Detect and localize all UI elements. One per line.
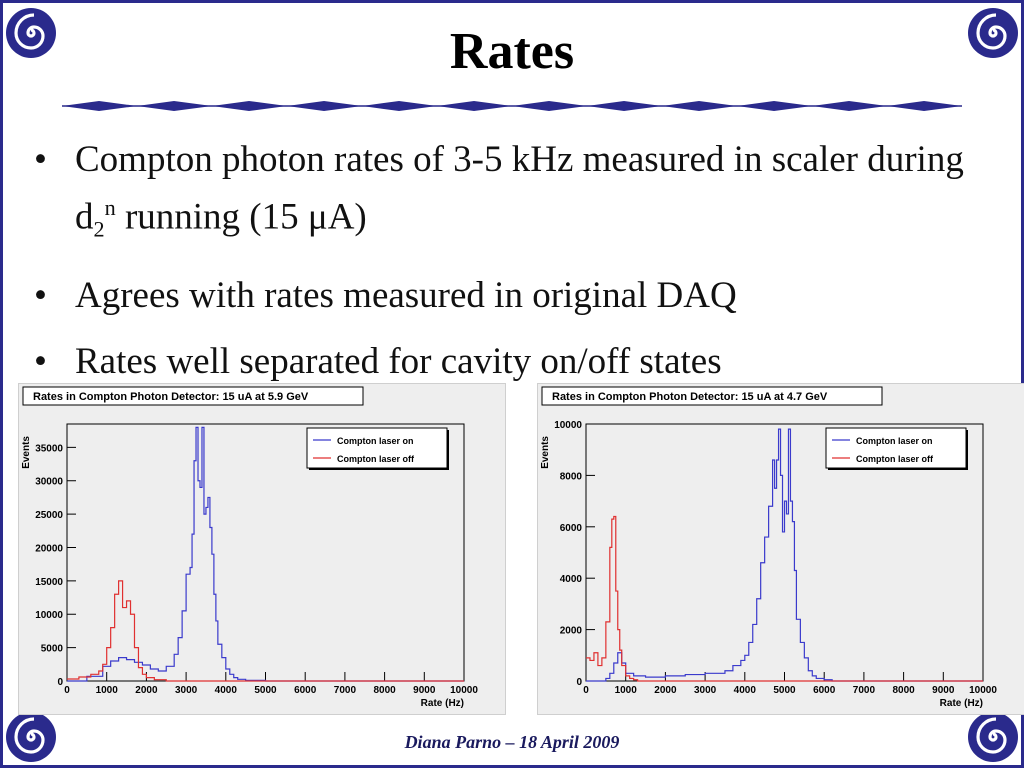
histogram-panel-left: Rates in Compton Photon Detector: 15 uA … (18, 383, 506, 715)
x-tick-label: 4000 (734, 685, 757, 696)
x-tick-label: 7000 (853, 685, 876, 696)
bullet-text: Agrees with rates measured in original D… (75, 274, 737, 316)
series-line-laser-off (67, 580, 464, 682)
x-tick-label: 2000 (135, 685, 158, 696)
x-tick-label: 5000 (254, 685, 277, 696)
x-tick-label: 8000 (373, 685, 396, 696)
y-tick-label: 8000 (560, 471, 583, 482)
y-tick-label: 25000 (35, 510, 63, 521)
x-tick-label: 1000 (96, 685, 119, 696)
bullet-text: running (15 μA) (115, 196, 367, 238)
x-tick-label: 6000 (294, 685, 317, 696)
decorative-divider (62, 101, 962, 111)
bullet-item: • Rates well separated for cavity on/off… (30, 338, 1000, 386)
subscript: 2 (93, 216, 105, 242)
chart-title: Rates in Compton Photon Detector: 15 uA … (552, 391, 828, 403)
legend-box (306, 427, 448, 469)
x-tick-label: 10000 (450, 685, 478, 696)
y-tick-label: 0 (576, 677, 582, 688)
bullet-item: • Compton photon rates of 3-5 kHz measur… (30, 136, 1000, 254)
x-tick-label: 3000 (694, 685, 717, 696)
x-tick-label: 1000 (615, 685, 638, 696)
y-tick-label: 35000 (35, 443, 63, 454)
series-line-laser-on (67, 426, 464, 682)
chart-title-box (22, 386, 364, 406)
slide-footer: Diana Parno – 18 April 2009 (404, 732, 620, 752)
bullet-item: • Agrees with rates measured in original… (30, 272, 1000, 320)
bullet-marker: • (34, 139, 47, 180)
x-tick-label: 0 (64, 685, 70, 696)
histogram-chart: Rates in Compton Photon Detector: 15 uA … (540, 386, 997, 709)
histogram-panel-right: Rates in Compton Photon Detector: 15 uA … (537, 383, 1024, 715)
x-axis-label: Rate (Hz) (940, 698, 983, 709)
x-tick-label: 8000 (892, 685, 915, 696)
histogram-chart: Rates in Compton Photon Detector: 15 uA … (21, 386, 478, 709)
x-tick-label: 10000 (969, 685, 997, 696)
spiral-icon (6, 8, 56, 58)
x-tick-label: 5000 (773, 685, 796, 696)
x-tick-label: 9000 (932, 685, 955, 696)
legend-box (825, 427, 967, 469)
y-tick-label: 10000 (35, 610, 63, 621)
series-line-laser-on (586, 428, 983, 682)
legend-label: Compton laser off (337, 454, 415, 464)
y-tick-label: 20000 (35, 543, 63, 554)
x-tick-label: 3000 (175, 685, 198, 696)
x-tick-label: 0 (583, 685, 589, 696)
legend-label: Compton laser off (856, 454, 934, 464)
x-tick-label: 9000 (413, 685, 436, 696)
x-tick-label: 4000 (215, 685, 238, 696)
y-tick-label: 0 (57, 677, 63, 688)
x-tick-label: 2000 (654, 685, 677, 696)
legend-label: Compton laser on (856, 436, 933, 446)
y-axis-label: Events (540, 436, 551, 469)
x-tick-label: 6000 (813, 685, 836, 696)
spiral-icon (968, 8, 1018, 58)
legend-label: Compton laser on (337, 436, 414, 446)
chart-title: Rates in Compton Photon Detector: 15 uA … (33, 391, 309, 403)
series-line-laser-off (586, 515, 983, 682)
bullet-text: Compton photon rates of 3-5 kHz measured… (75, 139, 964, 238)
y-tick-label: 30000 (35, 477, 63, 488)
spiral-icon (6, 712, 56, 762)
y-tick-label: 4000 (560, 574, 583, 585)
y-axis-label: Events (21, 436, 32, 469)
bullet-marker: • (34, 274, 47, 316)
superscript: n (104, 195, 116, 220)
y-tick-label: 10000 (554, 420, 582, 431)
x-tick-label: 7000 (334, 685, 357, 696)
chart-title-box (541, 386, 883, 406)
y-tick-label: 2000 (560, 626, 583, 637)
bullet-marker: • (34, 340, 47, 382)
spiral-icon (968, 712, 1018, 762)
y-tick-label: 6000 (560, 523, 583, 534)
slide-title: Rates (449, 23, 575, 80)
x-axis-label: Rate (Hz) (421, 698, 464, 709)
y-tick-label: 15000 (35, 577, 63, 588)
y-tick-label: 5000 (41, 644, 64, 655)
bullet-list: • Compton photon rates of 3-5 kHz measur… (30, 136, 1000, 404)
bullet-text: Rates well separated for cavity on/off s… (75, 340, 722, 382)
